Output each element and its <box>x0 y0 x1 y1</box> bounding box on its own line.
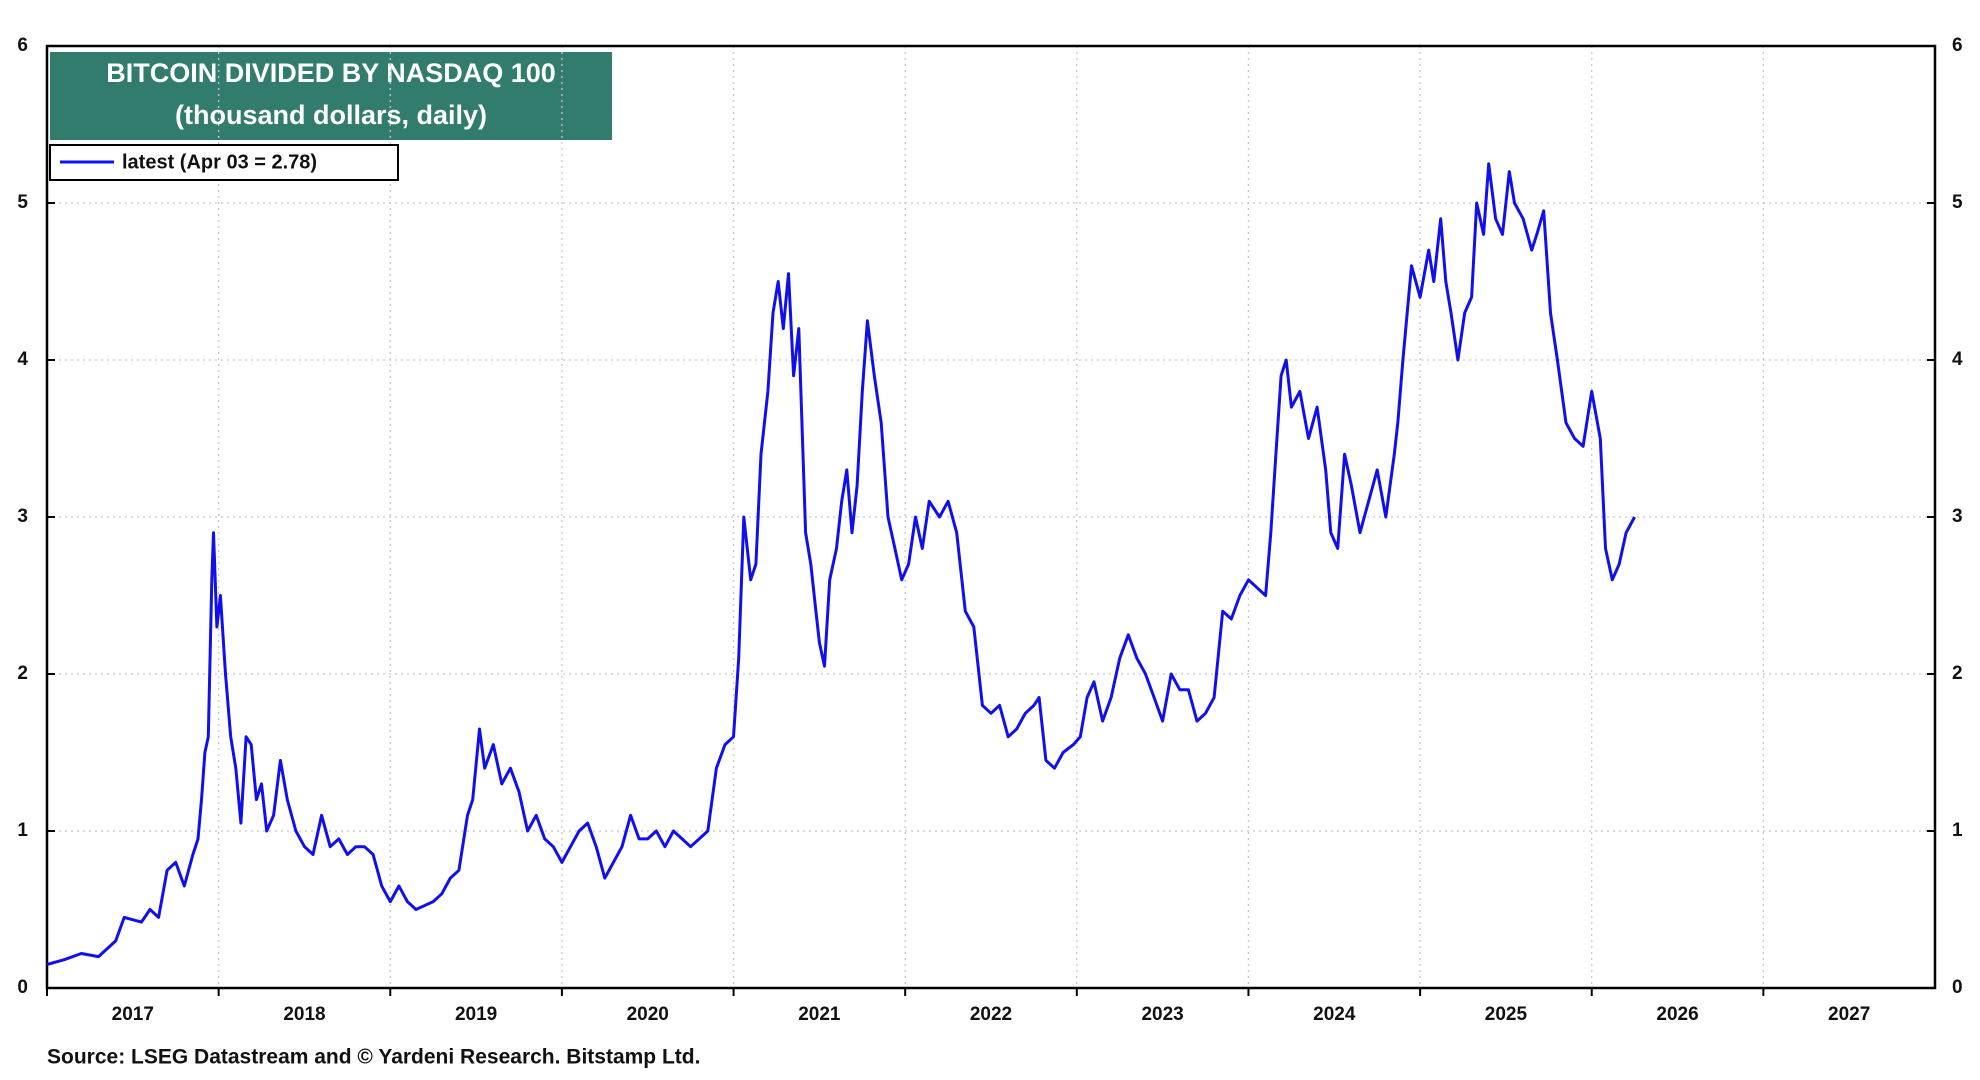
chart-subtitle: (thousand dollars, daily) <box>175 100 487 130</box>
y2-tick-label: 6 <box>1952 35 1963 56</box>
x-tick-label: 2022 <box>970 1004 1012 1025</box>
title-box <box>50 52 612 140</box>
y2-tick-label: 4 <box>1952 349 1963 370</box>
x-tick-label: 2020 <box>627 1004 669 1025</box>
x-tick-label: 2017 <box>112 1004 154 1025</box>
legend-label: latest (Apr 03 = 2.78) <box>122 151 317 173</box>
x-tick-label: 2021 <box>798 1004 841 1025</box>
y2-tick-label: 0 <box>1952 977 1963 998</box>
chart-title: BITCOIN DIVIDED BY NASDAQ 100 <box>106 58 556 88</box>
y2-tick-label: 1 <box>1952 820 1963 841</box>
plot-frame <box>45 44 1937 990</box>
x-tick-label: 2024 <box>1313 1004 1356 1025</box>
y2-tick-label: 5 <box>1952 192 1963 213</box>
y-tick-label: 6 <box>17 35 28 56</box>
y-tick-label: 2 <box>17 663 28 684</box>
source-note: Source: LSEG Datastream and © Yardeni Re… <box>47 1046 700 1069</box>
y-tick-label: 1 <box>17 820 28 841</box>
x-tick-label: 2023 <box>1141 1004 1183 1025</box>
y2-tick-label: 3 <box>1952 506 1963 527</box>
x-tick-label: 2025 <box>1485 1004 1528 1025</box>
x-tick-label: 2019 <box>455 1004 497 1025</box>
y-tick-label: 0 <box>17 977 28 998</box>
x-tick-label: 2018 <box>283 1004 325 1025</box>
y-tick-label: 5 <box>17 192 28 213</box>
y-tick-label: 4 <box>17 349 28 370</box>
y-tick-label: 3 <box>17 506 28 527</box>
y2-tick-label: 2 <box>1952 663 1963 684</box>
x-tick-label: 2027 <box>1828 1004 1870 1025</box>
x-tick-label: 2026 <box>1656 1004 1698 1025</box>
data-line <box>46 162 1636 966</box>
